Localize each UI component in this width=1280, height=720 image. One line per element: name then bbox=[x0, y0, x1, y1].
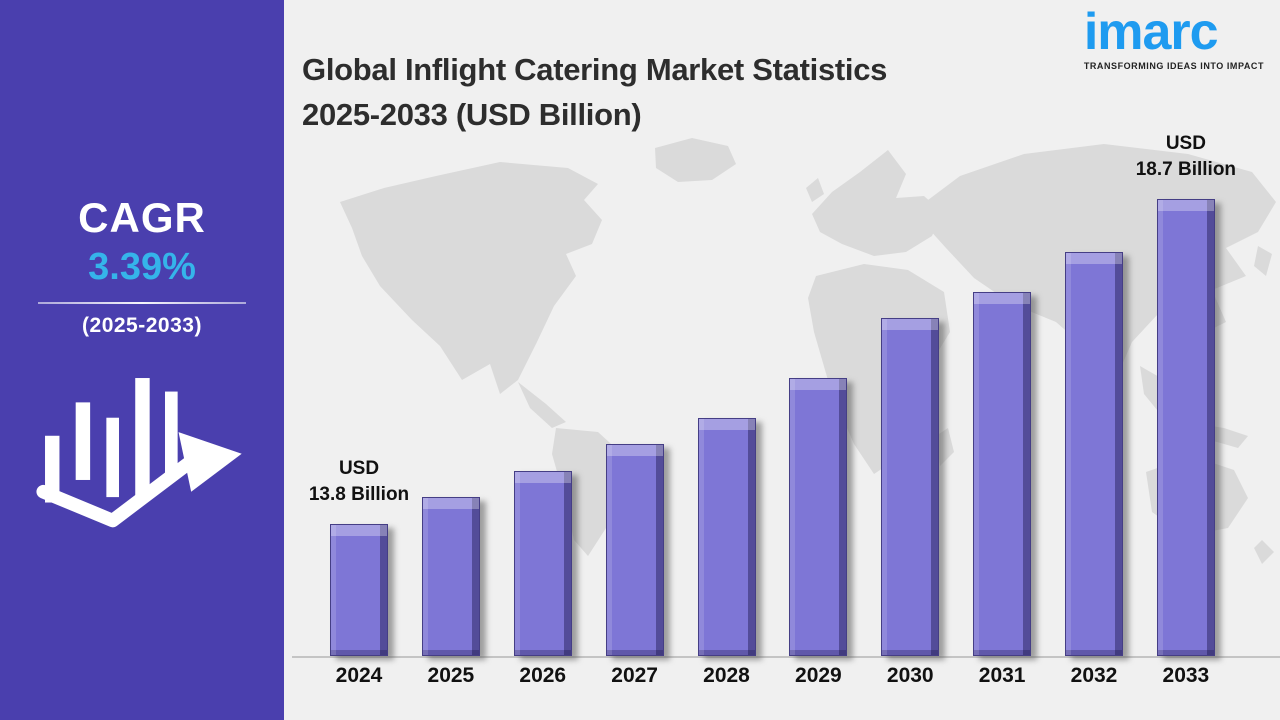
x-tick-2033: 2033 bbox=[1162, 664, 1210, 687]
bar-column-2024: USD 13.8 Billion 2024 bbox=[309, 456, 409, 687]
bar-2033 bbox=[1156, 199, 1215, 656]
bar-2029 bbox=[789, 378, 848, 656]
chart-title-line2: 2025-2033 (USD Billion) bbox=[302, 96, 642, 132]
bar-column-2033: USD 18.7 Billion 2033 bbox=[1136, 131, 1236, 687]
chart-panel: Global Inflight Catering Market Statisti… bbox=[284, 0, 1280, 720]
x-tick-2026: 2026 bbox=[519, 664, 567, 687]
bar-column-2031: 2031 bbox=[973, 292, 1032, 687]
imarc-logo: imarc TRANSFORMING IDEAS INTO IMPACT bbox=[1083, 3, 1264, 72]
imarc-logo-tagline: TRANSFORMING IDEAS INTO IMPACT bbox=[1083, 61, 1264, 72]
bar-column-2028: 2028 bbox=[697, 418, 756, 687]
chart-title-line1: Global Inflight Catering Market Statisti… bbox=[302, 51, 888, 87]
bar-column-2030: 2030 bbox=[881, 318, 940, 687]
value-callout-2024: USD 13.8 Billion bbox=[308, 458, 410, 505]
bar-column-2025: 2025 bbox=[421, 497, 480, 687]
bar-2027 bbox=[605, 444, 664, 656]
bar-2024 bbox=[330, 524, 388, 656]
bar-2026 bbox=[513, 471, 572, 656]
bar-chart-growth-arrow-icon bbox=[0, 368, 284, 541]
cagr-label: CAGR bbox=[78, 194, 206, 241]
bar-2025 bbox=[421, 497, 480, 656]
bar-2032 bbox=[1065, 252, 1123, 656]
x-tick-2027: 2027 bbox=[611, 664, 658, 687]
divider bbox=[38, 301, 246, 304]
x-tick-2028: 2028 bbox=[703, 664, 750, 687]
x-tick-2031: 2031 bbox=[978, 664, 1026, 687]
bar-2031 bbox=[973, 292, 1032, 656]
x-axis-line bbox=[292, 656, 1280, 658]
x-tick-2029: 2029 bbox=[795, 664, 842, 687]
value-callout-2033: USD 18.7 Billion bbox=[1135, 133, 1237, 180]
bar-column-2027: 2027 bbox=[605, 444, 664, 687]
cagr-period: (2025-2033) bbox=[82, 313, 202, 337]
x-tick-2030: 2030 bbox=[886, 664, 934, 687]
bar-2028 bbox=[697, 418, 756, 656]
x-tick-2032: 2032 bbox=[1070, 664, 1118, 687]
cagr-value: 3.39% bbox=[88, 246, 196, 289]
cagr-sidebar: CAGR 3.39% (2025-2033) bbox=[0, 0, 284, 720]
bar-column-2026: 2026 bbox=[513, 471, 572, 687]
bar-column-2029: 2029 bbox=[789, 378, 848, 687]
x-tick-2024: 2024 bbox=[335, 664, 383, 687]
bar-column-2032: 2032 bbox=[1065, 252, 1123, 687]
bar-2030 bbox=[881, 318, 940, 656]
chart-title: Global Inflight Catering Market Statisti… bbox=[302, 47, 1062, 137]
bar-chart: USD 13.8 Billion 2024 2025 2026 2027 2028 2029 2… bbox=[309, 133, 1236, 687]
imarc-logo-wordmark: imarc bbox=[1083, 3, 1219, 61]
x-tick-2025: 2025 bbox=[427, 664, 475, 687]
